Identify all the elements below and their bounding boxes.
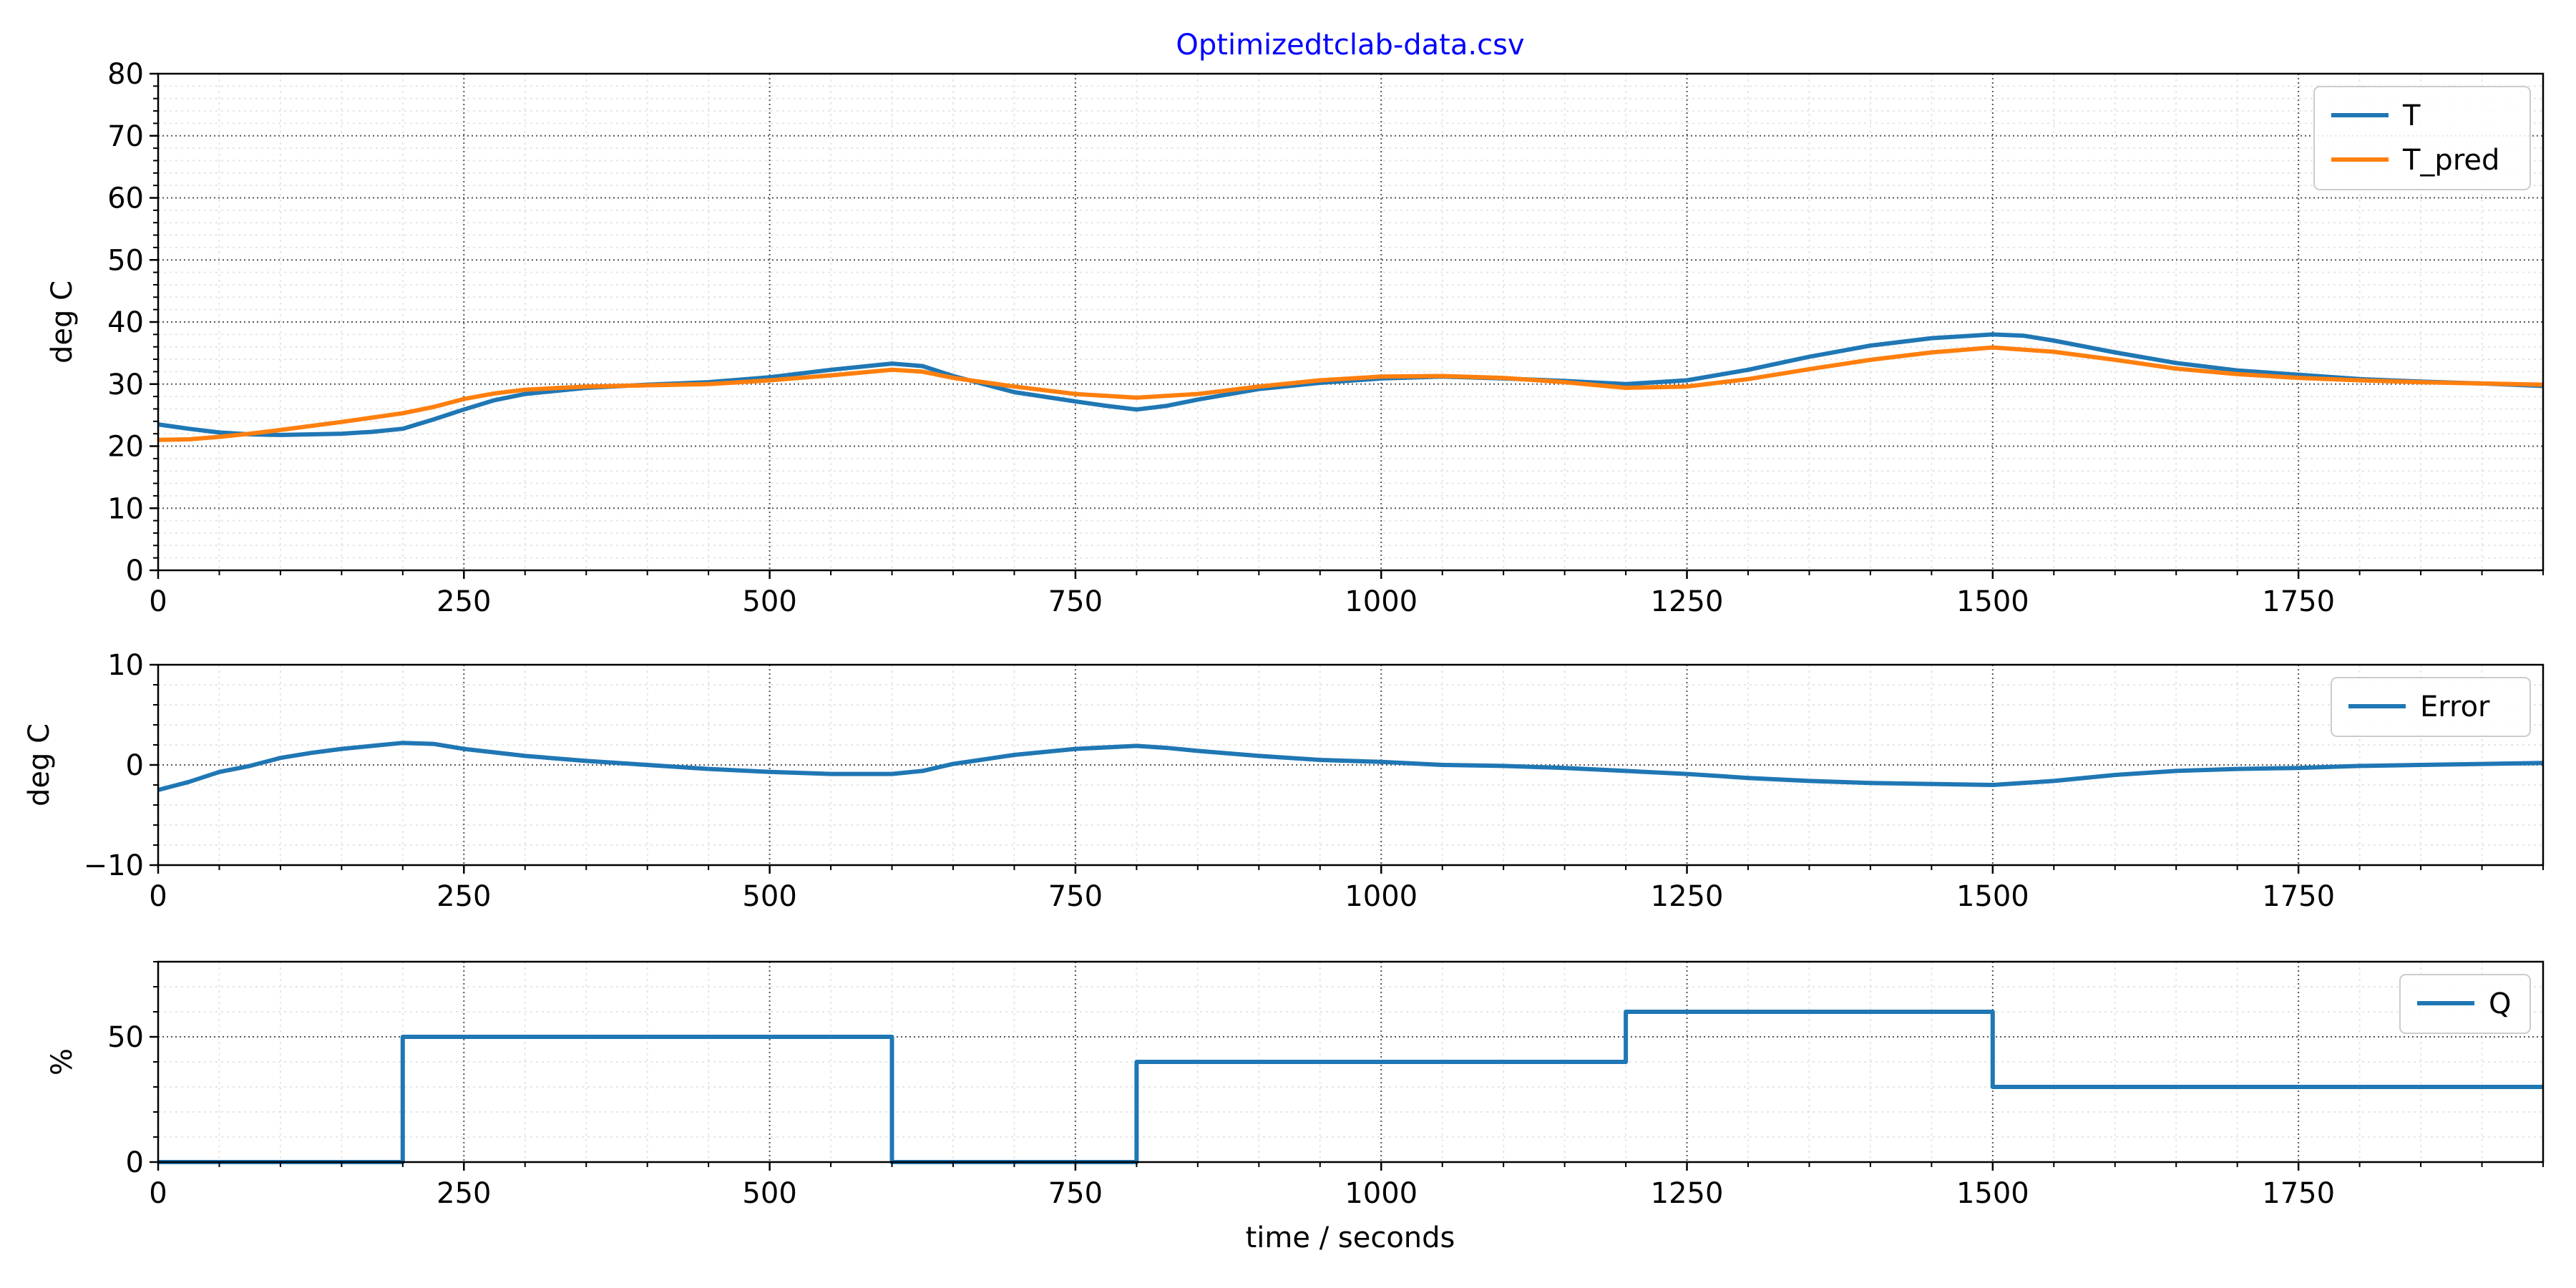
chart-title: Optimizedtclab-data.csv: [1176, 29, 1524, 62]
tick-label-x: 0: [149, 1177, 167, 1210]
tick-label-y: 0: [126, 555, 144, 587]
tick-label-x: 1000: [1345, 585, 1418, 618]
legend-label: T: [2402, 99, 2421, 132]
tick-label-y: 60: [107, 182, 144, 215]
tick-label-y: 10: [107, 492, 144, 525]
tick-label-x: 500: [742, 585, 796, 618]
y-axis-label: deg C: [46, 280, 79, 364]
tick-label-x: 750: [1048, 1177, 1103, 1210]
tick-label-y: 20: [107, 431, 144, 464]
tick-label-x: 0: [149, 585, 167, 618]
legend-box: [2313, 86, 2531, 190]
tick-label-x: 1500: [1956, 585, 2029, 618]
series-line-q: [158, 1010, 2543, 1164]
y-axis-label: deg C: [23, 723, 56, 806]
series-line-t: [157, 332, 2544, 437]
tick-label-x: 1750: [2262, 880, 2335, 913]
tick-label-x: 1250: [1651, 1177, 1724, 1210]
tick-label-x: 1250: [1651, 585, 1724, 618]
tick-label-x: 250: [436, 1177, 491, 1210]
tick-label-x: 1750: [2262, 1177, 2335, 1210]
x-axis-label: time / seconds: [1246, 1221, 1455, 1254]
tick-label-x: 750: [1048, 585, 1103, 618]
y-axis-label: %: [46, 1048, 79, 1075]
tick-label-y: −10: [84, 849, 144, 882]
tick-label-y: 30: [107, 369, 144, 401]
legend-label: Q: [2489, 987, 2511, 1020]
tick-label-y: 0: [126, 749, 144, 782]
tick-label-y: 0: [126, 1146, 144, 1179]
tick-label-x: 500: [742, 1177, 796, 1210]
tick-label-x: 0: [149, 880, 167, 913]
tick-label-x: 1000: [1345, 880, 1418, 913]
legend-label: T_pred: [2402, 144, 2499, 177]
tick-label-x: 1500: [1956, 880, 2029, 913]
tick-label-x: 250: [436, 880, 491, 913]
tick-label-y: 50: [107, 1021, 144, 1054]
temperature-panel: 0 250 500 750 1000 1250 1500 1750 0 10 20 30 40 50 60 7…: [46, 58, 2545, 618]
tick-label-x: 1500: [1956, 1177, 2029, 1210]
tick-label-x: 1000: [1345, 1177, 1418, 1210]
legend-box: [2331, 677, 2531, 737]
heater-panel: 0 250 500 750 1000 1250 1500 1750 0 50% Q: [46, 960, 2545, 1210]
tick-label-y: 80: [107, 58, 144, 91]
tick-label-x: 500: [742, 880, 796, 913]
tick-label-x: 1250: [1651, 880, 1724, 913]
tick-label-y: 40: [107, 306, 144, 339]
tick-label-x: 1750: [2262, 585, 2335, 618]
tick-label-x: 750: [1048, 880, 1103, 913]
tick-label-y: 70: [107, 120, 144, 153]
tick-label-x: 250: [436, 585, 491, 618]
tick-label-y: 10: [107, 649, 144, 682]
tick-label-y: 50: [107, 244, 144, 277]
series-line-error: [157, 741, 2544, 792]
series-line-t-pred: [157, 345, 2544, 442]
legend-label: Error: [2420, 691, 2490, 723]
